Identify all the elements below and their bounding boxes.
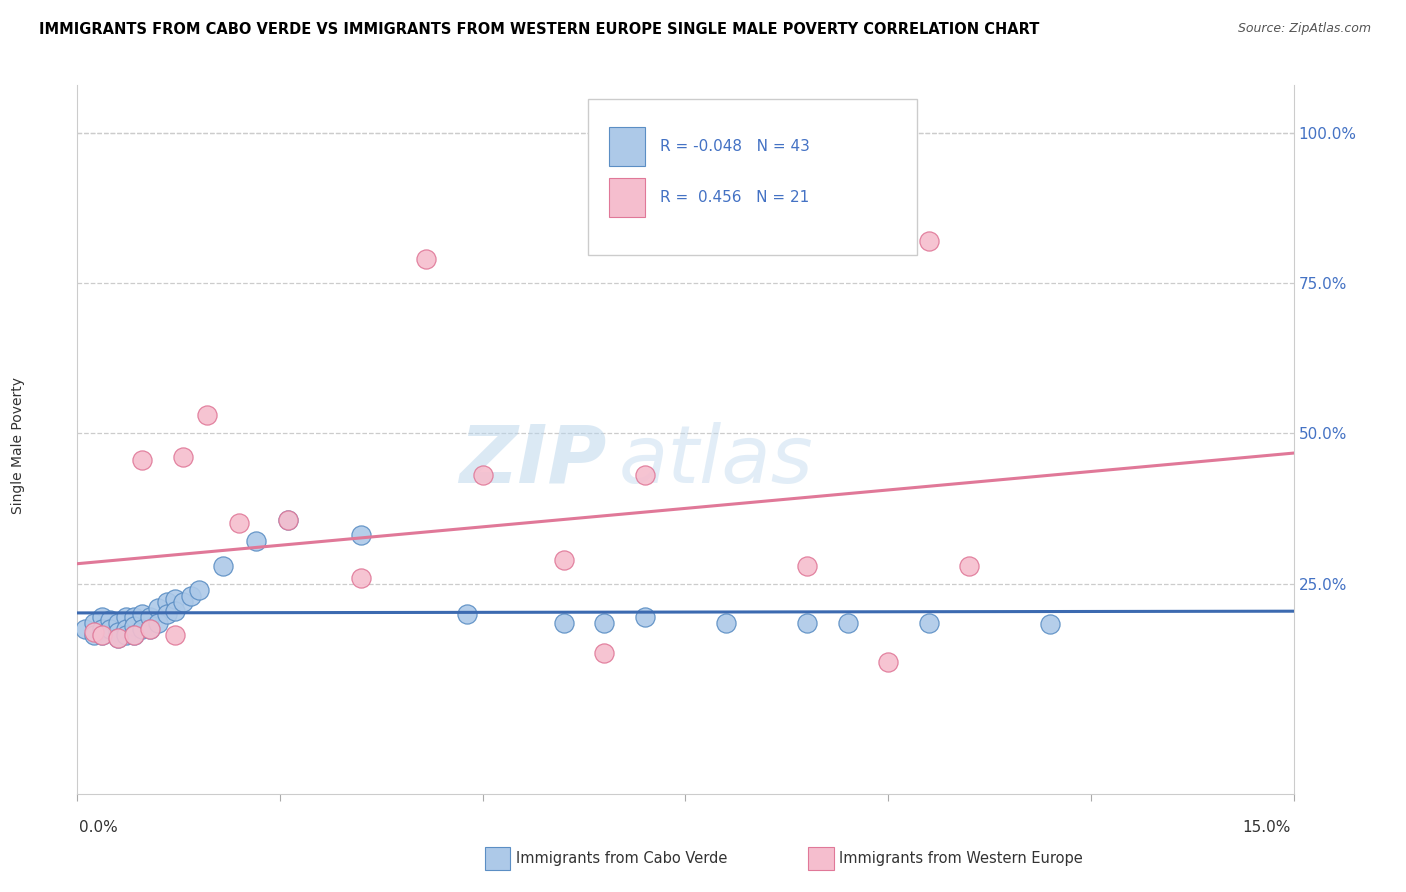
- Point: [918, 615, 941, 630]
- Point: [83, 627, 105, 641]
- Point: [115, 609, 138, 624]
- Point: [553, 615, 575, 630]
- Point: [471, 468, 494, 483]
- Point: [107, 624, 129, 639]
- Point: [180, 589, 202, 603]
- Point: [115, 622, 138, 636]
- Text: R = -0.048   N = 43: R = -0.048 N = 43: [659, 139, 810, 154]
- Point: [98, 622, 121, 636]
- Point: [172, 594, 194, 608]
- Point: [918, 234, 941, 248]
- Text: R =  0.456   N = 21: R = 0.456 N = 21: [659, 190, 808, 205]
- Point: [277, 513, 299, 527]
- Point: [634, 468, 657, 483]
- FancyBboxPatch shape: [609, 128, 645, 166]
- Point: [837, 615, 859, 630]
- Point: [350, 528, 373, 542]
- Point: [796, 558, 818, 573]
- Point: [90, 622, 112, 636]
- Point: [131, 453, 153, 467]
- Point: [98, 613, 121, 627]
- Point: [163, 604, 186, 618]
- FancyBboxPatch shape: [588, 99, 917, 255]
- Point: [139, 622, 162, 636]
- Point: [172, 450, 194, 465]
- Point: [122, 627, 145, 641]
- Point: [90, 627, 112, 641]
- Point: [188, 582, 211, 597]
- Point: [75, 622, 97, 636]
- Point: [228, 516, 250, 531]
- Point: [796, 615, 818, 630]
- Text: Immigrants from Cabo Verde: Immigrants from Cabo Verde: [516, 851, 727, 865]
- Point: [148, 600, 170, 615]
- Point: [122, 618, 145, 632]
- Point: [139, 609, 162, 624]
- Point: [122, 627, 145, 641]
- Point: [139, 622, 162, 636]
- Point: [83, 624, 105, 639]
- Point: [634, 609, 657, 624]
- Point: [163, 627, 186, 641]
- Point: [593, 615, 616, 630]
- Point: [107, 615, 129, 630]
- Text: ZIP: ZIP: [458, 422, 606, 500]
- Point: [122, 609, 145, 624]
- Point: [877, 655, 900, 669]
- Point: [212, 558, 235, 573]
- Point: [350, 570, 373, 584]
- Point: [195, 409, 218, 423]
- Point: [107, 631, 129, 645]
- Point: [163, 591, 186, 606]
- Point: [155, 594, 177, 608]
- Text: Single Male Poverty: Single Male Poverty: [11, 377, 25, 515]
- Point: [131, 622, 153, 636]
- Text: Source: ZipAtlas.com: Source: ZipAtlas.com: [1237, 22, 1371, 36]
- FancyBboxPatch shape: [609, 178, 645, 218]
- Point: [148, 615, 170, 630]
- Point: [593, 646, 616, 660]
- Point: [83, 615, 105, 630]
- Point: [155, 607, 177, 621]
- Text: 15.0%: 15.0%: [1243, 821, 1291, 835]
- Text: atlas: atlas: [619, 422, 813, 500]
- Point: [456, 607, 478, 621]
- Point: [245, 534, 267, 549]
- Point: [714, 615, 737, 630]
- Point: [277, 513, 299, 527]
- Point: [90, 609, 112, 624]
- Text: Immigrants from Western Europe: Immigrants from Western Europe: [839, 851, 1083, 865]
- Text: 0.0%: 0.0%: [79, 821, 118, 835]
- Point: [553, 552, 575, 566]
- Point: [957, 558, 980, 573]
- Point: [415, 252, 437, 266]
- Point: [90, 627, 112, 641]
- Point: [115, 627, 138, 641]
- Point: [131, 607, 153, 621]
- Text: IMMIGRANTS FROM CABO VERDE VS IMMIGRANTS FROM WESTERN EUROPE SINGLE MALE POVERTY: IMMIGRANTS FROM CABO VERDE VS IMMIGRANTS…: [39, 22, 1040, 37]
- Point: [107, 631, 129, 645]
- Point: [1039, 616, 1062, 631]
